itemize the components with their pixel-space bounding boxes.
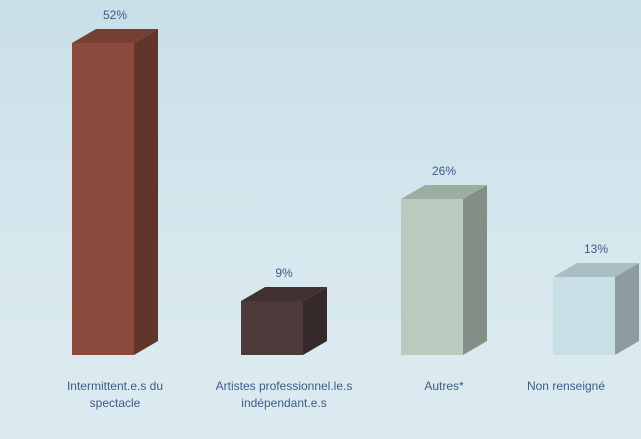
value-label: 26% (432, 164, 456, 178)
value-label: 9% (275, 266, 293, 280)
x-tick-label: Artistes professionnel.le.s indépendant.… (215, 379, 353, 410)
x-tick-label: Intermittent.e.s du spectacle (66, 379, 164, 410)
bar-top (72, 29, 158, 43)
x-tick-label: Autres* (424, 379, 464, 393)
bar-side (615, 263, 639, 355)
bar-side (303, 287, 327, 355)
value-label: 13% (584, 242, 608, 256)
bar (553, 277, 615, 355)
bar-side (463, 185, 487, 355)
bar-top (553, 263, 639, 277)
x-tick-label: Non renseigné (526, 379, 606, 393)
bar (241, 301, 303, 355)
value-label: 52% (103, 8, 127, 22)
bar-top (241, 287, 327, 301)
bar (401, 199, 463, 355)
bar (72, 43, 134, 355)
bar-top (401, 185, 487, 199)
bar-side (134, 29, 158, 355)
